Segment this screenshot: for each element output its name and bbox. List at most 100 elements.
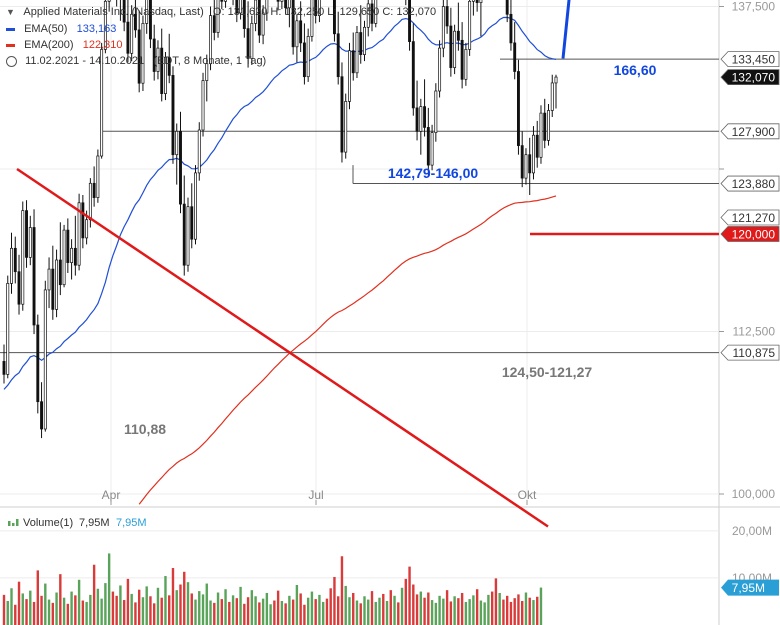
volume-bar xyxy=(228,601,231,625)
volume-bar xyxy=(460,592,464,625)
volume-bar xyxy=(329,588,332,625)
volume-bar xyxy=(468,599,471,625)
ema200-line xyxy=(138,195,557,505)
volume-bar xyxy=(419,591,423,625)
candle-body xyxy=(336,33,340,78)
ema200-swatch xyxy=(6,43,15,47)
candle-body xyxy=(287,0,291,9)
projection-arrows xyxy=(561,0,571,59)
candle-body xyxy=(160,47,164,94)
volume-bar xyxy=(224,589,227,625)
volume-bar xyxy=(321,601,325,625)
candle-body xyxy=(460,39,464,80)
volume-bar xyxy=(415,594,419,625)
volume-icon xyxy=(16,519,19,526)
price-level-tag xyxy=(720,69,780,85)
volume-bar xyxy=(190,593,193,625)
chart-header: ▼ Applied Materials Inc. (Nasdaq, Last) … xyxy=(6,6,436,18)
volume-bar xyxy=(505,595,509,625)
range-note: (EDT, 8 Monate, 1 Tag) xyxy=(153,55,267,67)
candle-body xyxy=(145,0,149,24)
down-trendline xyxy=(16,167,549,528)
volume-bar xyxy=(487,594,490,625)
candle-body xyxy=(284,0,288,9)
volume-bar xyxy=(246,597,250,625)
volume-bar xyxy=(400,587,404,625)
volume-bar xyxy=(457,598,460,625)
volume-bar xyxy=(10,588,13,625)
price-level-label: 121,270 xyxy=(732,211,776,225)
volume-bar xyxy=(434,602,438,625)
volume-bar xyxy=(36,570,39,625)
volume-tick-label: 20,00M xyxy=(732,524,772,538)
trendline xyxy=(16,167,549,528)
volume-bar xyxy=(186,582,190,625)
volume-bar xyxy=(528,597,531,625)
candle-body xyxy=(471,0,475,2)
volume-bar xyxy=(288,595,291,625)
volume-bar xyxy=(231,595,235,625)
volume-bar xyxy=(100,598,103,625)
volume-bar xyxy=(367,599,370,625)
price-level-tag xyxy=(720,209,780,226)
volume-bar xyxy=(539,587,543,625)
volume-bar xyxy=(352,592,355,625)
volume-bar xyxy=(442,598,445,625)
candle-body xyxy=(126,21,130,54)
volume-bar xyxy=(404,578,407,625)
volume-bar xyxy=(201,594,205,625)
candle-body xyxy=(509,13,513,44)
volume-bar xyxy=(494,578,498,625)
volume-bar xyxy=(239,586,242,625)
volume-bar xyxy=(291,599,295,625)
volume-bar xyxy=(2,594,6,625)
low-price-label: 110,88 xyxy=(124,421,166,437)
volume-bar xyxy=(205,583,208,625)
ema200-value: 122,310 xyxy=(82,39,123,51)
candle-body xyxy=(28,227,32,258)
candle-body xyxy=(182,203,186,266)
volume-bar xyxy=(284,603,287,625)
price-level-label: 127,900 xyxy=(732,125,776,139)
volume-bar xyxy=(168,595,171,625)
volume-bar xyxy=(59,574,62,625)
volume-bar xyxy=(254,596,257,625)
candle-body xyxy=(479,0,483,3)
volume-bar xyxy=(472,595,475,625)
volume-bar xyxy=(337,596,340,625)
candle-body xyxy=(13,247,17,273)
candle-body xyxy=(21,210,25,305)
candle-body xyxy=(197,129,201,174)
candle-body xyxy=(468,0,472,50)
candle-body xyxy=(32,227,36,326)
candle-body xyxy=(374,0,378,24)
volume-bar xyxy=(299,593,302,625)
volume-bar xyxy=(137,589,141,625)
candle-body xyxy=(520,145,524,179)
volume-bar xyxy=(280,600,284,625)
candle-body xyxy=(505,0,509,15)
candle-body xyxy=(43,289,47,430)
volume-bar xyxy=(115,595,118,625)
volume-bar xyxy=(344,585,347,625)
price-level-tag xyxy=(720,226,780,242)
candle-body xyxy=(36,324,40,403)
legend-ema200[interactable]: EMA(200) 122,310 xyxy=(6,39,123,51)
volume-bar xyxy=(183,571,186,625)
candle-body xyxy=(528,154,532,174)
volume-bar xyxy=(310,591,314,625)
support-zone-label: 124,50-121,27 xyxy=(502,364,593,380)
volume-bar xyxy=(427,592,430,625)
volume-bar xyxy=(130,593,133,625)
candle-body xyxy=(302,42,306,78)
legend-ema50[interactable]: EMA(50) 133,163 xyxy=(6,23,116,35)
volume-bar xyxy=(70,591,73,625)
price-axis: 100,000112,500137,500150,000162,500175,0… xyxy=(719,0,780,501)
candle-body xyxy=(456,30,460,41)
chevron-down-icon[interactable]: ▼ xyxy=(6,7,15,17)
candle-body xyxy=(66,229,70,263)
candle-body xyxy=(441,6,445,49)
candle-body xyxy=(179,130,182,205)
candle-body xyxy=(164,56,167,94)
